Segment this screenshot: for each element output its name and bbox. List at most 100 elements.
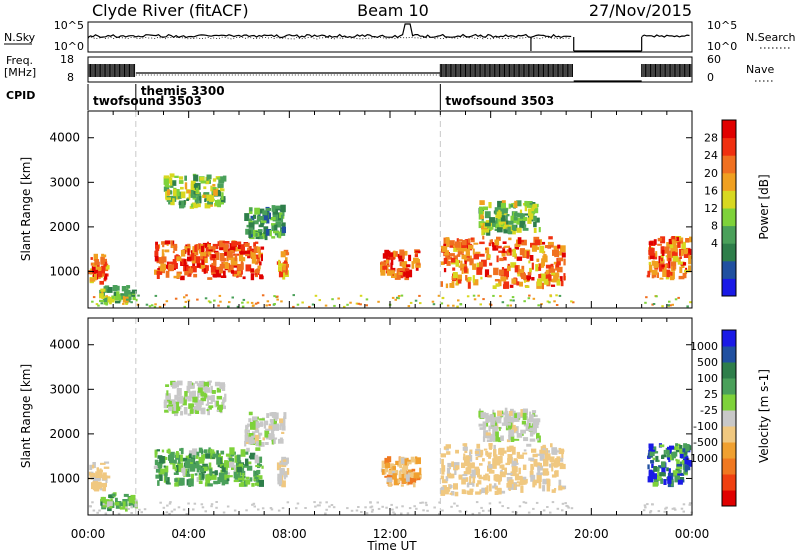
echo-cell xyxy=(211,471,216,474)
echo-cell xyxy=(540,472,545,475)
echo-cell xyxy=(538,227,541,233)
echo-cell xyxy=(407,473,413,480)
echo-cell xyxy=(500,435,504,441)
ground-scatter-cell xyxy=(343,305,346,308)
echo-cell xyxy=(658,263,664,272)
echo-cell xyxy=(563,273,566,281)
echo-cell xyxy=(286,468,290,475)
ground-scatter-cell xyxy=(651,303,654,306)
ground-scatter-cell xyxy=(173,508,176,511)
ground-scatter-cell xyxy=(394,298,397,301)
echo-cell xyxy=(486,454,492,457)
echo-cell xyxy=(483,448,488,451)
echo-cell xyxy=(451,461,454,467)
echo-cell xyxy=(273,230,279,234)
ground-scatter-cell xyxy=(97,304,100,307)
ground-scatter-cell xyxy=(369,501,372,504)
velocity-colorbar-label: Velocity [m s-1] xyxy=(757,369,771,463)
echo-cell xyxy=(188,268,193,274)
echo-cell xyxy=(498,221,504,225)
ground-scatter-cell xyxy=(431,300,435,303)
echo-cell xyxy=(265,208,272,211)
echo-cell xyxy=(261,233,264,237)
ground-scatter-cell xyxy=(415,507,418,510)
echo-cell xyxy=(104,286,108,290)
echo-cell xyxy=(215,266,222,270)
echo-cell xyxy=(654,451,659,454)
echo-cell xyxy=(526,251,530,259)
echo-cell xyxy=(211,394,215,402)
echo-cell xyxy=(514,200,518,208)
echo-cell xyxy=(250,422,256,430)
echo-cell xyxy=(450,257,456,263)
echo-cell xyxy=(414,252,418,256)
echo-cell xyxy=(679,461,682,466)
ground-scatter-cell xyxy=(182,508,186,511)
echo-cell xyxy=(498,250,503,253)
echo-cell xyxy=(456,238,459,245)
echo-cell xyxy=(236,454,241,463)
echo-cell xyxy=(491,436,496,442)
echo-cell xyxy=(397,462,402,467)
echo-cell xyxy=(264,420,269,426)
echo-cell xyxy=(259,479,264,487)
echo-cell xyxy=(163,401,167,409)
echo-cell xyxy=(278,231,282,239)
nave-tick-top: 60 xyxy=(707,53,721,66)
echo-cell xyxy=(178,389,181,397)
echo-cell xyxy=(265,229,271,236)
echo-cell xyxy=(519,209,523,215)
echo-cell xyxy=(528,208,534,216)
echo-cell xyxy=(233,479,239,483)
ground-scatter-cell xyxy=(168,502,172,505)
ground-scatter-cell xyxy=(498,501,502,504)
echo-cell xyxy=(187,395,192,402)
echo-cell xyxy=(92,481,99,487)
echo-cell xyxy=(653,261,658,269)
ground-scatter-cell xyxy=(385,506,388,509)
echo-cell xyxy=(517,237,522,245)
ground-scatter-cell xyxy=(183,296,186,299)
echo-cell xyxy=(530,463,534,472)
echo-cell xyxy=(494,207,500,215)
echo-cell xyxy=(506,220,509,229)
echo-cell xyxy=(260,254,263,262)
echo-cell xyxy=(260,220,264,226)
echo-cell xyxy=(247,423,251,427)
echo-cell xyxy=(278,263,284,267)
echo-cell xyxy=(550,443,553,448)
echo-cell xyxy=(382,265,388,270)
ground-scatter-cell xyxy=(688,503,691,506)
echo-cell xyxy=(163,456,168,460)
echo-cell xyxy=(504,276,509,280)
ground-scatter-cell xyxy=(107,505,110,507)
echo-cell xyxy=(214,381,221,387)
echo-cell xyxy=(98,484,102,490)
echo-cell xyxy=(255,434,259,443)
echo-cell xyxy=(523,224,527,228)
echo-cell xyxy=(483,423,486,431)
echo-cell xyxy=(170,181,176,186)
echo-cell xyxy=(200,252,206,257)
echo-cell xyxy=(163,472,168,476)
echo-cell xyxy=(490,419,495,426)
echo-cell xyxy=(440,453,446,458)
ground-scatter-cell xyxy=(277,509,281,512)
ground-scatter-cell xyxy=(365,304,368,307)
echo-cell xyxy=(190,190,197,195)
echo-cell xyxy=(526,275,532,280)
echo-cell xyxy=(115,300,121,304)
echo-cell xyxy=(185,246,191,250)
echo-cell xyxy=(177,462,182,469)
echo-cell xyxy=(481,223,487,230)
echo-cell xyxy=(88,270,94,275)
echo-cell xyxy=(177,273,181,277)
nsky-strip-traces xyxy=(87,23,690,52)
echo-cell xyxy=(237,264,243,271)
echo-cell xyxy=(462,247,468,252)
echo-cell xyxy=(663,479,667,485)
echo-cell xyxy=(281,214,284,223)
echo-cell xyxy=(154,256,159,262)
ground-scatter-cell xyxy=(532,297,536,300)
